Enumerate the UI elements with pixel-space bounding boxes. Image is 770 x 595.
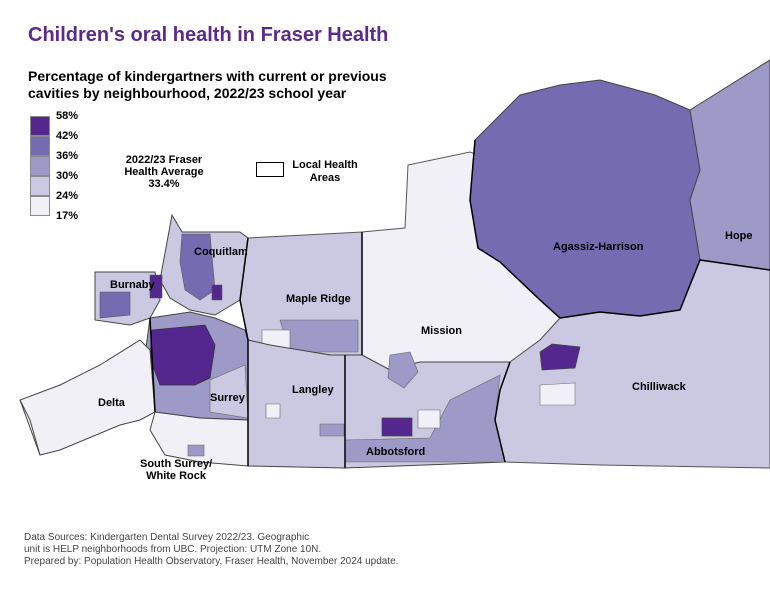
legend-break-2: 42% <box>56 130 79 142</box>
region-burnaby-mid <box>99 291 131 319</box>
legend-break-3: 36% <box>56 150 79 162</box>
label-surrey: Surrey <box>210 392 245 404</box>
region-abbotsford-high <box>381 417 413 437</box>
label-south-surrey: South Surrey/ White Rock <box>140 458 212 482</box>
lha-legend-line-2: Areas <box>309 172 341 184</box>
fraser-health-average: 2022/23 Fraser Health Average 33.4% <box>118 154 210 190</box>
average-line-2: Health Average <box>124 166 204 178</box>
legend-break-1: 58% <box>56 110 79 122</box>
label-coquitlam: Coquitlam <box>194 246 248 258</box>
label-hope: Hope <box>725 230 753 242</box>
label-mission: Mission <box>421 325 462 337</box>
label-south-surrey-line-1: South Surrey/ <box>140 458 213 470</box>
label-chilliwack: Chilliwack <box>632 381 686 393</box>
region-langley <box>247 339 346 469</box>
source-line-3: Prepared by: Population Health Observato… <box>24 556 399 567</box>
region-delta <box>19 339 156 456</box>
region-chilliwack-high <box>539 343 581 371</box>
legend-swatch-4 <box>30 176 50 196</box>
coastline <box>19 399 41 456</box>
label-burnaby: Burnaby <box>110 279 155 291</box>
label-delta: Delta <box>98 397 125 409</box>
region-abbotsford-mid <box>344 374 506 463</box>
label-abbotsford: Abbotsford <box>366 446 426 458</box>
region-south-surrey <box>149 411 249 467</box>
local-health-area-boundaries <box>149 139 770 468</box>
legend-break-4: 30% <box>56 170 79 182</box>
average-value: 33.4% <box>148 178 180 190</box>
map-subtitle: Percentage of kindergartners with curren… <box>28 68 387 101</box>
region-south-surrey-mid <box>187 444 205 457</box>
label-agassiz-harrison: Agassiz-Harrison <box>553 241 644 253</box>
region-coquitlam-mid <box>179 233 216 301</box>
region-abbotsford-low <box>417 409 441 429</box>
legend-break-5: 24% <box>56 190 79 202</box>
region-maple-ridge-mid <box>279 319 359 353</box>
legend-swatch-1 <box>30 116 50 136</box>
lha-legend-box <box>256 162 284 177</box>
lha-legend-label: Local Health Areas <box>290 159 360 185</box>
legend-swatch-5 <box>30 196 50 216</box>
region-mission-mid <box>387 351 419 389</box>
label-south-surrey-line-2: White Rock <box>146 470 207 482</box>
average-line-1: 2022/23 Fraser <box>125 154 203 166</box>
source-line-2: unit is HELP neighborhoods from UBC. Pro… <box>24 544 322 555</box>
map-title: Children's oral health in Fraser Health <box>28 24 389 46</box>
region-langley-low <box>265 403 281 419</box>
legend-swatch-2 <box>30 136 50 156</box>
region-coquitlam-high <box>211 284 223 301</box>
label-maple-ridge: Maple Ridge <box>286 293 351 305</box>
label-langley: Langley <box>292 384 334 396</box>
region-burnaby-high <box>149 274 163 299</box>
legend-break-6: 17% <box>56 210 79 222</box>
region-surrey-high <box>149 324 216 386</box>
source-line-1: Data Sources: Kindergarten Dental Survey… <box>24 532 310 543</box>
region-langley-mid <box>319 423 345 437</box>
lha-legend-line-1: Local Health <box>292 159 358 171</box>
legend-swatch-3 <box>30 156 50 176</box>
region-chilliwack-low <box>539 382 576 406</box>
